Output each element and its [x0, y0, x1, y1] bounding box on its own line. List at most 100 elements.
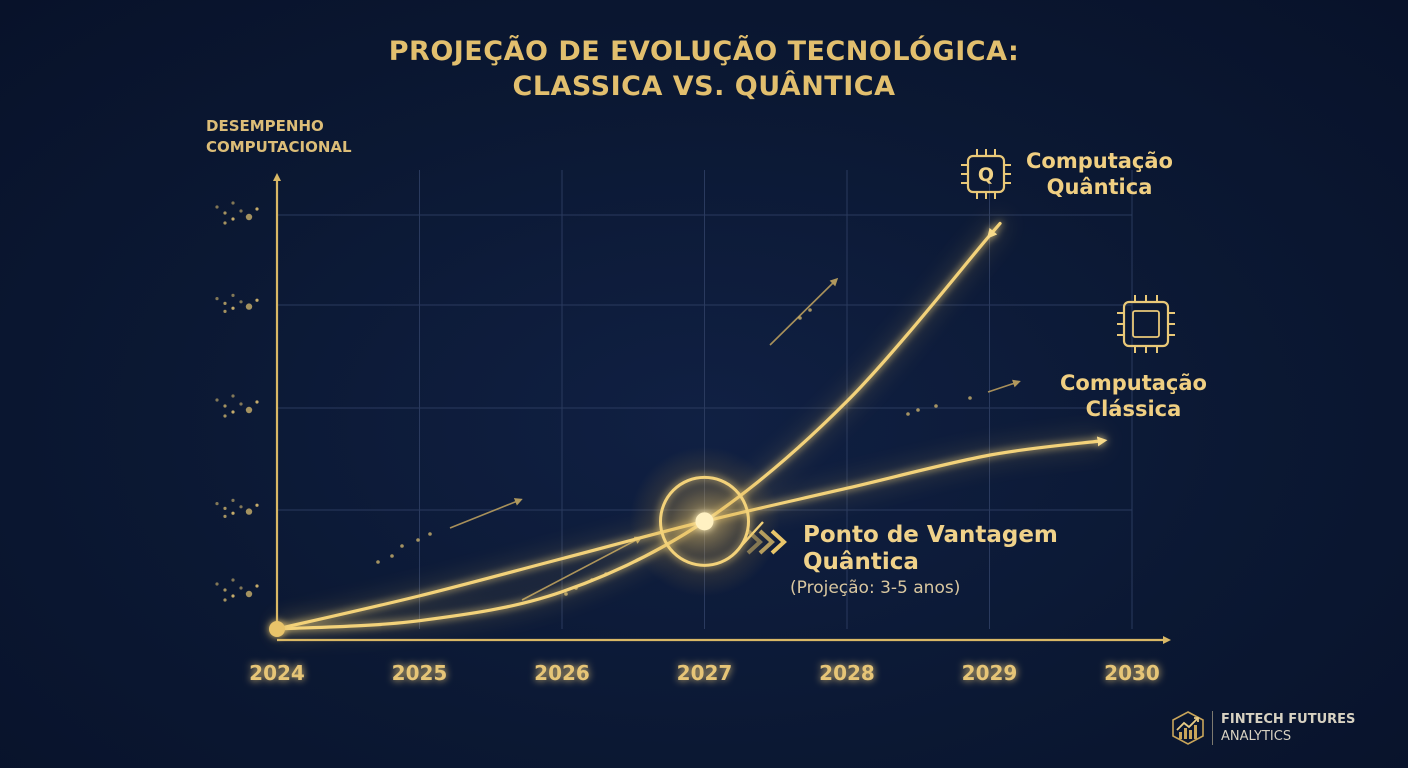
decor-dot [245, 406, 253, 414]
decor-dot [416, 538, 420, 542]
decor-arrow [449, 498, 523, 529]
decor-dot [231, 293, 235, 297]
chip-body [1122, 300, 1170, 348]
brand-text: FINTECH FUTURES ANALYTICS [1221, 711, 1355, 745]
chip-letter: Q [978, 164, 994, 186]
decor-arrow [987, 379, 1021, 393]
decor-dot [798, 316, 802, 320]
chip-core [1132, 310, 1160, 338]
decor-dot [400, 544, 404, 548]
x-tick-label: 2024 [249, 661, 305, 685]
x-tick-label: 2028 [819, 661, 875, 685]
decor-dot [231, 498, 235, 502]
decor-dot [255, 298, 259, 302]
series-label-classical-line-2: Clássica [1085, 397, 1182, 421]
rising-chart-logo-icon [1172, 711, 1204, 745]
x-tick-label: 2026 [534, 661, 590, 685]
annotation-marker [629, 446, 787, 597]
decor-dot [808, 308, 812, 312]
decor-dot [231, 201, 235, 205]
decor-dot [231, 578, 235, 582]
brand-separator [1212, 711, 1213, 745]
decor-dot [215, 398, 219, 402]
decor-arrow [769, 277, 839, 346]
decor-dot [428, 532, 432, 536]
series-label-classical-line-1: Computação [1060, 371, 1207, 395]
origin-point [269, 621, 285, 637]
decor-dot [231, 217, 235, 221]
decor-dot [906, 412, 910, 416]
chart-title-line-2: CLASSICA VS. QUÂNTICA [512, 71, 896, 102]
x-tick-label: 2029 [962, 661, 1018, 685]
decor-dot [245, 213, 253, 221]
decor-dot [215, 205, 219, 209]
decor-dot [223, 588, 227, 592]
series-label-quantum: Computação Quântica [1026, 148, 1173, 200]
series-label-quantum-line-2: Quântica [1046, 175, 1153, 199]
decor-dot [376, 560, 380, 564]
decor-dot [215, 582, 219, 586]
callout-sublabel: (Projeção: 3-5 anos) [790, 578, 961, 598]
axes [273, 173, 1171, 644]
chip-icon [1117, 295, 1175, 353]
quantum-advantage-callout: Ponto de Vantagem Quântica (Projeção: 3-… [790, 522, 1058, 598]
decor-dot [231, 594, 235, 598]
x-tick-label: 2025 [392, 661, 448, 685]
decor-dot [223, 414, 227, 418]
brand-logo: FINTECH FUTURES ANALYTICS [1170, 708, 1355, 748]
decor-dot [215, 297, 219, 301]
decor-dot [255, 207, 259, 211]
decor-dot [245, 590, 253, 598]
callout-chevron-icon [758, 529, 775, 555]
decor-dot [223, 506, 227, 510]
x-tick-label: 2027 [677, 661, 733, 685]
decor-dot [223, 404, 227, 408]
series-label-classical: Computação Clássica [1060, 370, 1207, 422]
decor-dot [390, 554, 394, 558]
y-axis-label-line-1: DESEMPENHO [206, 117, 324, 135]
decor-dot [239, 402, 243, 406]
decor-dot [968, 396, 972, 400]
callout-leader-line [733, 521, 764, 555]
callout-chevron-icon [746, 529, 763, 555]
decor-dot [223, 301, 227, 305]
y-axis-label-line-2: COMPUTACIONAL [206, 138, 352, 156]
decor-dot [231, 394, 235, 398]
decor-dot [223, 221, 227, 225]
x-tick-label: 2030 [1104, 661, 1160, 685]
brand-line-2: ANALYTICS [1221, 729, 1292, 744]
callout-chevron-icon [770, 529, 787, 555]
quantum-chip-icon: Q [961, 149, 1011, 199]
decor-dot [231, 410, 235, 414]
decor-dot [255, 584, 259, 588]
decor-dot [231, 306, 235, 310]
decor-dot [245, 508, 253, 515]
x-tick-labels: 2024 2025 2026 2027 2028 2029 2030 [249, 661, 1160, 685]
y-axis-label: DESEMPENHO COMPUTACIONAL [206, 116, 386, 158]
brand-line-1: FINTECH FUTURES [1221, 712, 1356, 727]
decor-dot [916, 408, 920, 412]
decor-dot [223, 598, 227, 602]
decor-dot [239, 300, 243, 304]
decor-dot [239, 209, 243, 213]
crossover-ring [659, 475, 750, 567]
callout-line-2: Quântica [803, 549, 919, 575]
decor-dot [255, 400, 259, 404]
decor-dot [223, 514, 227, 519]
decor-dot [255, 503, 259, 507]
chart-title: PROJEÇÃO DE EVOLUÇÃO TECNOLÓGICA: CLASSI… [0, 34, 1408, 104]
decor-dot [223, 211, 227, 215]
decor-dot [239, 505, 243, 509]
series-icons: Q [961, 149, 1175, 353]
decor-dot [245, 303, 253, 310]
decor-dot [934, 404, 938, 408]
chart-title-line-1: PROJEÇÃO DE EVOLUÇÃO TECNOLÓGICA: [388, 36, 1020, 67]
decor-dot [215, 502, 219, 506]
decor-dot [231, 511, 235, 515]
decor-dot [223, 309, 227, 313]
crossover-point [695, 512, 714, 531]
series-label-quantum-line-1: Computação [1026, 149, 1173, 173]
decor-dot [239, 586, 243, 590]
callout-line-1: Ponto de Vantagem [803, 522, 1058, 548]
